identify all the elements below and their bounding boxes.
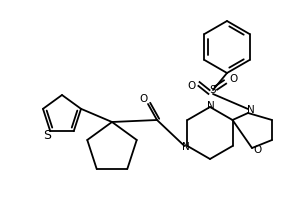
Text: N: N <box>207 101 215 111</box>
Text: S: S <box>43 129 51 142</box>
Text: O: O <box>229 74 237 84</box>
Text: O: O <box>188 81 196 91</box>
Text: S: S <box>210 85 216 95</box>
Text: O: O <box>253 145 261 155</box>
Text: N: N <box>182 142 189 152</box>
Text: N: N <box>247 105 255 115</box>
Text: O: O <box>140 94 148 104</box>
